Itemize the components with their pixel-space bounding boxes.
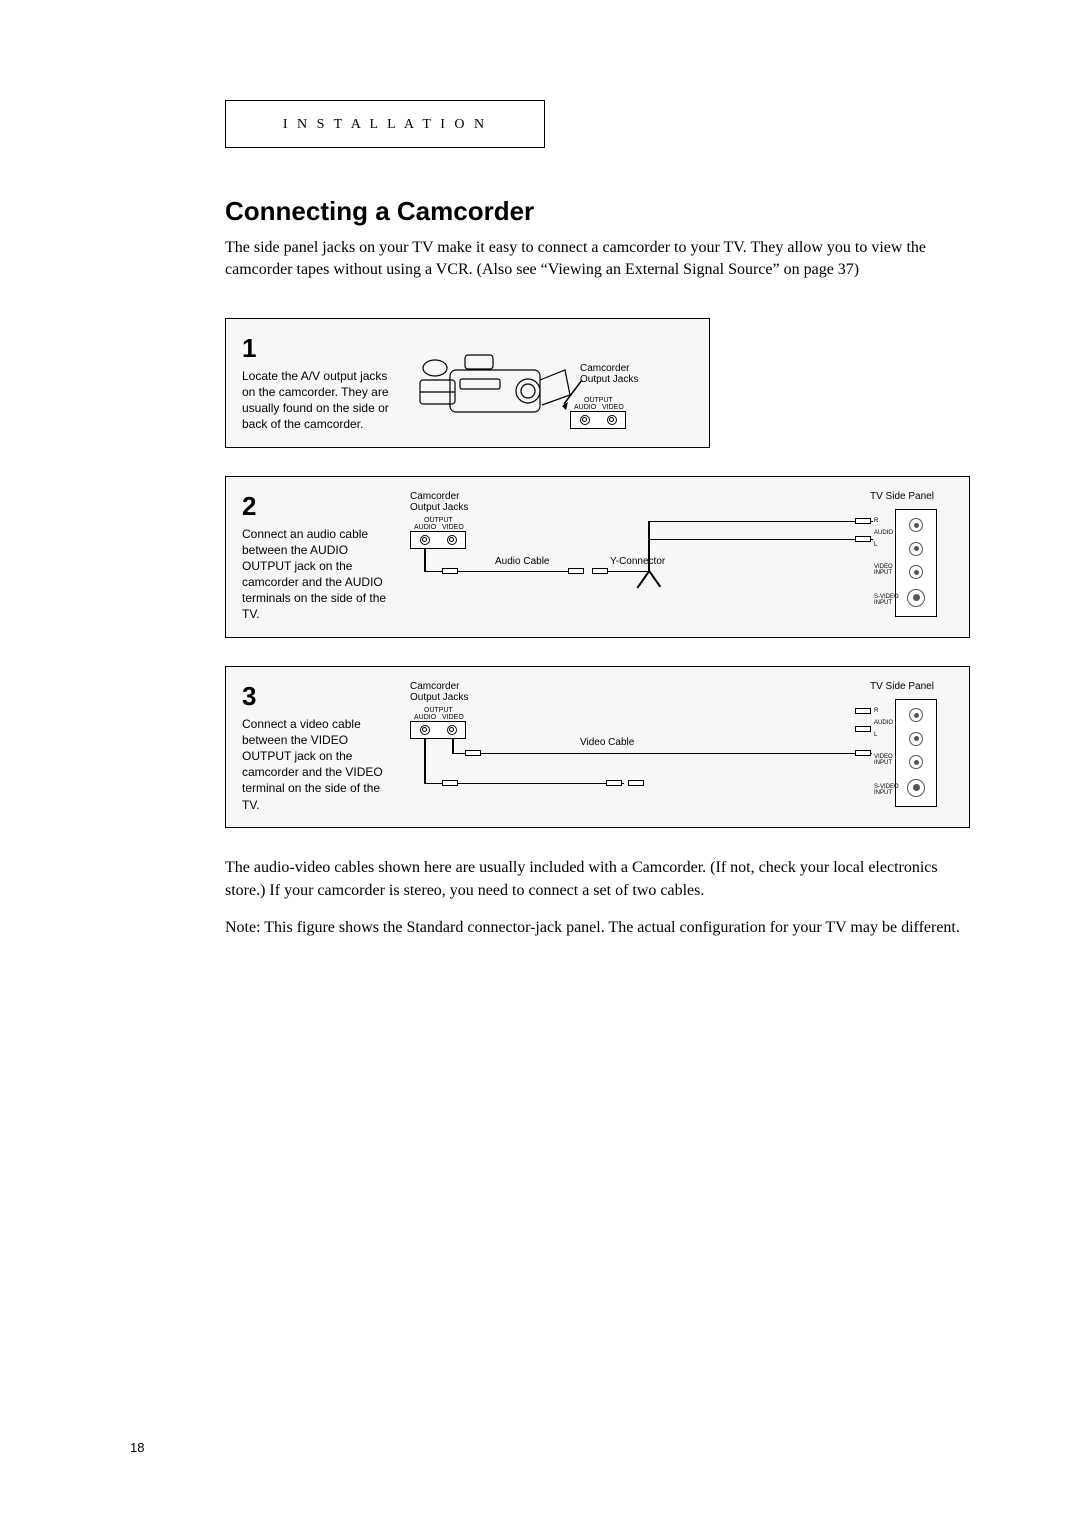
side-jack-video-icon	[909, 755, 923, 769]
tv-side-panel-label: TV Side Panel	[870, 681, 934, 692]
video-jack-icon	[447, 535, 457, 545]
step-3-text: Connect a video cable between the VIDEO …	[242, 716, 392, 813]
cable-plug-icon	[592, 568, 608, 574]
video-cable-label: Video Cable	[580, 737, 634, 748]
post-paragraph-1: The audio-video cables shown here are us…	[225, 856, 965, 902]
step-3-diagram: Camcorder Output Jacks OUTPUT AUDIO VIDE…	[410, 681, 953, 813]
video-jack-label: VIDEO	[442, 714, 464, 721]
output-label: OUTPUT	[584, 397, 613, 404]
video-jack-label: VIDEO	[442, 524, 464, 531]
post-paragraph-2: Note: This figure shows the Standard con…	[225, 916, 965, 939]
page-title: Connecting a Camcorder	[225, 196, 980, 227]
cable-segment	[452, 753, 872, 755]
cable-segment	[648, 521, 650, 571]
camcorder-icon	[410, 335, 580, 425]
audio-jack-label: AUDIO	[414, 524, 436, 531]
tv-side-panel: R AUDIO L VIDEO INPUT S-VIDEO INPUT	[895, 509, 937, 617]
step-1-text: Locate the A/V output jacks on the camco…	[242, 368, 392, 433]
section-header-text: I N S T A L L A T I O N	[283, 117, 487, 132]
side-jack-l-icon	[909, 542, 923, 556]
video-jack-label: VIDEO	[602, 404, 624, 411]
audio-jack-label: AUDIO	[414, 714, 436, 721]
audio-jack-icon	[580, 415, 590, 425]
audio-jack-icon	[420, 725, 430, 735]
cable-plug-icon	[442, 568, 458, 574]
side-video-label: VIDEO INPUT	[874, 564, 893, 576]
step-2-diagram: Camcorder Output Jacks OUTPUT AUDIO VIDE…	[410, 491, 953, 623]
tv-side-panel-label: TV Side Panel	[870, 491, 934, 502]
side-r-label: R	[874, 518, 878, 524]
side-r-label: R	[874, 708, 878, 714]
side-jack-l-icon	[909, 732, 923, 746]
cable-plug-icon	[855, 750, 871, 756]
output-label: OUTPUT	[424, 707, 453, 714]
audio-cable-label: Audio Cable	[495, 556, 549, 567]
cable-plug-icon	[442, 780, 458, 786]
step-2-box: 2 Connect an audio cable between the AUD…	[225, 476, 970, 638]
audio-jack-icon	[420, 535, 430, 545]
side-audio-label: AUDIO	[874, 720, 893, 726]
output-label: OUTPUT	[424, 517, 453, 524]
side-audio-label: AUDIO	[874, 530, 893, 536]
camcorder-output-label: Camcorder Output Jacks	[410, 681, 468, 703]
jack-panel	[410, 721, 466, 739]
step-1-diagram: Camcorder Output Jacks OUTPUT AUDIO VIDE…	[410, 333, 693, 433]
step-2-text: Connect an audio cable between the AUDIO…	[242, 526, 392, 623]
step-2-number: 2	[242, 491, 392, 522]
content-column: Connecting a Camcorder The side panel ja…	[225, 196, 980, 939]
cable-plug-icon	[855, 536, 871, 542]
cable-segment	[648, 521, 873, 523]
step-1-box: 1 Locate the A/V output jacks on the cam…	[225, 318, 710, 448]
cable-plug-icon	[628, 780, 644, 786]
cable-plug-icon	[855, 518, 871, 524]
step-3-box: 3 Connect a video cable between the VIDE…	[225, 666, 970, 828]
step-2-left: 2 Connect an audio cable between the AUD…	[242, 491, 392, 623]
side-video-label: VIDEO INPUT	[874, 754, 893, 766]
cable-plug-icon	[855, 726, 871, 732]
cable-plug-icon	[465, 750, 481, 756]
step-1-number: 1	[242, 333, 392, 364]
cable-plug-icon	[568, 568, 584, 574]
video-jack-icon	[447, 725, 457, 735]
side-jack-video-icon	[909, 565, 923, 579]
cable-segment	[608, 571, 648, 573]
jack-panel	[570, 411, 626, 429]
section-header-box: I N S T A L L A T I O N	[225, 100, 545, 148]
intro-paragraph: The side panel jacks on your TV make it …	[225, 237, 965, 282]
y-connector-label: Y-Connector	[610, 556, 665, 567]
side-svideo-label: S-VIDEO INPUT	[874, 784, 899, 796]
cable-segment	[452, 739, 454, 753]
step-1-left: 1 Locate the A/V output jacks on the cam…	[242, 333, 392, 433]
jack-panel	[410, 531, 466, 549]
tv-side-panel: R AUDIO L VIDEO INPUT S-VIDEO INPUT	[895, 699, 937, 807]
side-jack-svideo-icon	[907, 589, 925, 607]
cable-plug-icon	[606, 780, 622, 786]
cable-segment	[424, 739, 426, 783]
page: I N S T A L L A T I O N Connecting a Cam…	[0, 0, 1080, 1013]
cable-segment	[648, 539, 873, 541]
cable-segment	[648, 570, 661, 587]
side-jack-svideo-icon	[907, 779, 925, 797]
camcorder-output-label: Camcorder Output Jacks	[410, 491, 468, 513]
step-3-left: 3 Connect a video cable between the VIDE…	[242, 681, 392, 813]
page-number: 18	[130, 1440, 144, 1455]
audio-jack-label: AUDIO	[574, 404, 596, 411]
cable-segment	[424, 549, 426, 571]
cable-segment	[637, 571, 650, 588]
side-svideo-label: S-VIDEO INPUT	[874, 594, 899, 606]
step-3-number: 3	[242, 681, 392, 712]
side-l-label: L	[874, 542, 877, 548]
cable-plug-icon	[855, 708, 871, 714]
video-jack-icon	[607, 415, 617, 425]
side-jack-r-icon	[909, 518, 923, 532]
side-l-label: L	[874, 732, 877, 738]
side-jack-r-icon	[909, 708, 923, 722]
